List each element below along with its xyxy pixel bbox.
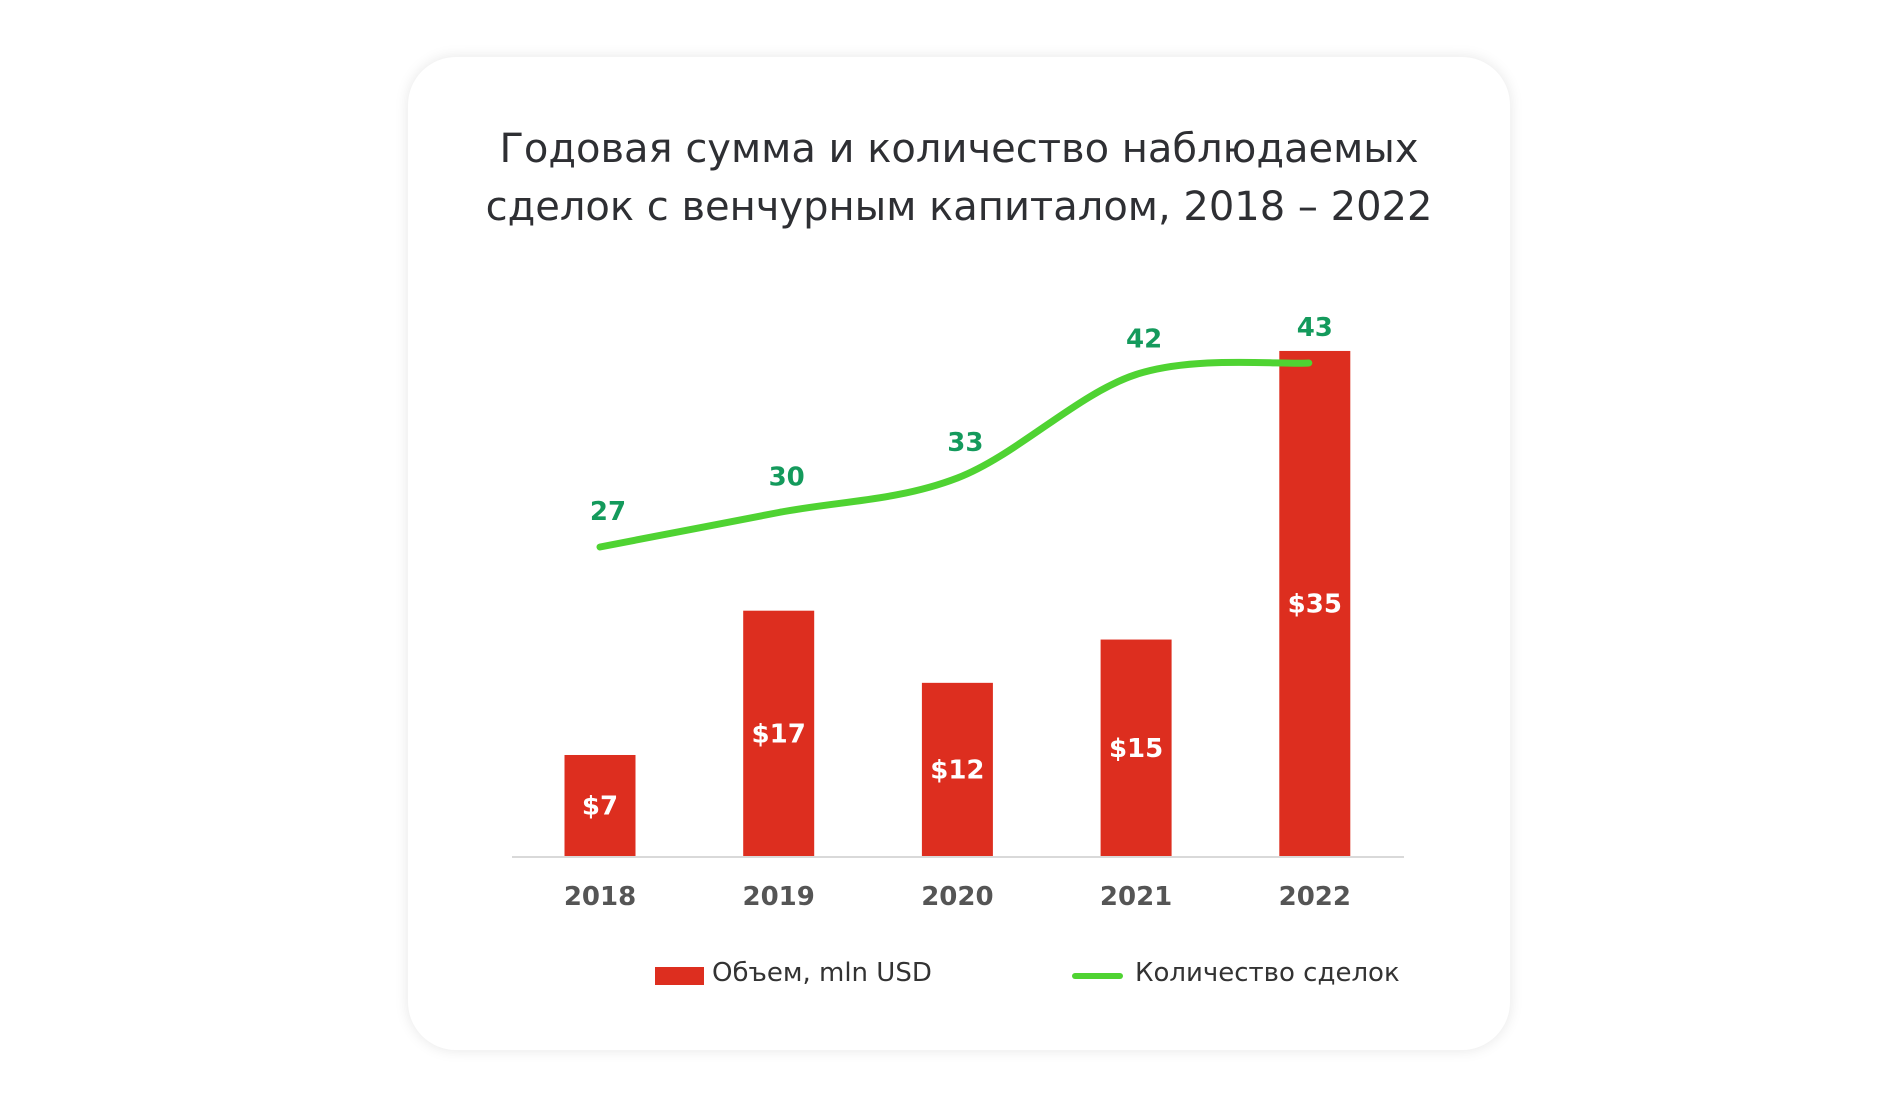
legend-line-swatch [1072,973,1123,979]
title-line-2: сделок с венчурным капиталом, 2018 – 202… [485,184,1433,230]
bar-2019 [743,610,815,856]
x-tick-2019: 2019 [743,882,815,912]
legend-bar-swatch [655,967,704,985]
bar-label-2022: $35 [1288,589,1342,619]
line-label-2019: 30 [769,463,805,493]
title-line-1: Годовая сумма и количество наблюдаемых [499,126,1419,172]
x-tick-2018: 2018 [564,882,636,912]
line-label-2018: 27 [590,497,626,527]
bar-label-2019: $17 [752,719,806,749]
legend-line-label: Количество сделок [1135,958,1400,988]
bar-2018 [564,754,636,856]
x-tick-2021: 2021 [1100,882,1172,912]
line-label-2020: 33 [947,428,983,458]
bar-2022 [1279,350,1351,856]
x-tick-2022: 2022 [1279,882,1351,912]
legend-bar-label: Объем, mln USD [712,958,932,988]
x-tick-2020: 2020 [921,882,993,912]
bar-label-2020: $12 [930,755,984,785]
bar-2020 [921,682,993,856]
deals-line [596,358,1313,551]
bar-label-2021: $15 [1109,734,1163,764]
bar-2021 [1100,639,1172,856]
line-label-2022: 43 [1297,313,1333,343]
line-label-2021: 42 [1126,325,1162,355]
bar-label-2018: $7 [582,791,618,821]
chart-title: Годовая сумма и количество наблюдаемых с… [408,120,1510,236]
